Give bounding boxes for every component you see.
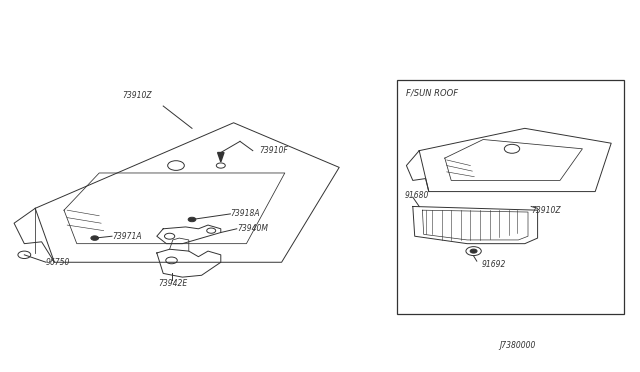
Text: 73910F: 73910F: [259, 146, 288, 155]
Bar: [397, 80, 624, 314]
Circle shape: [188, 217, 196, 222]
Text: F/SUN ROOF: F/SUN ROOF: [406, 89, 458, 97]
Text: 73971A: 73971A: [112, 232, 141, 241]
Circle shape: [470, 249, 477, 253]
Text: 73918A: 73918A: [230, 209, 260, 218]
Text: 73910Z: 73910Z: [531, 206, 561, 215]
Polygon shape: [218, 153, 224, 162]
Circle shape: [91, 236, 99, 240]
Text: 73910Z: 73910Z: [123, 92, 152, 100]
Text: 73942E: 73942E: [159, 279, 188, 288]
Text: 96750: 96750: [46, 258, 70, 267]
Text: 91680: 91680: [405, 191, 429, 200]
Text: 73940M: 73940M: [237, 224, 268, 233]
Text: J7380000: J7380000: [499, 341, 536, 350]
Text: 91692: 91692: [481, 260, 506, 269]
